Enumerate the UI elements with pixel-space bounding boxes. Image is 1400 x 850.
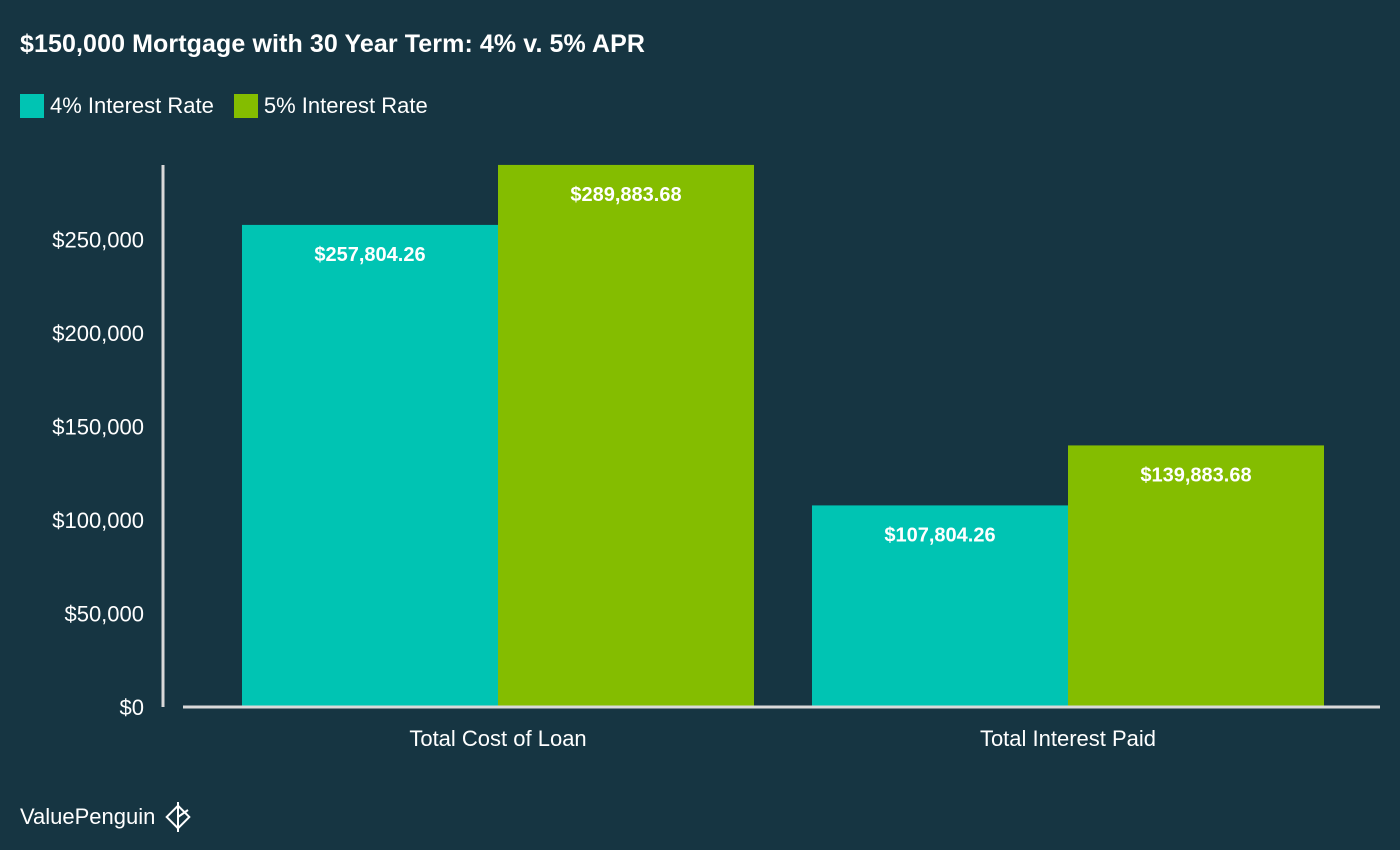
legend: 4% Interest Rate 5% Interest Rate bbox=[20, 93, 448, 119]
legend-label-5pct: 5% Interest Rate bbox=[263, 93, 428, 118]
y-tick-label: $150,000 bbox=[52, 415, 144, 440]
bar-5pct-1 bbox=[1068, 445, 1324, 707]
brand: ValuePenguin bbox=[20, 800, 195, 834]
penguin-logo-icon bbox=[165, 802, 192, 832]
bar-data-label: $257,804.26 bbox=[314, 244, 425, 266]
y-tick-label: $250,000 bbox=[52, 228, 144, 253]
legend-swatch-4pct bbox=[20, 94, 44, 118]
legend-swatch-5pct bbox=[233, 94, 258, 118]
legend-item-5pct: 5% Interest Rate bbox=[233, 93, 428, 119]
y-tick-label: $200,000 bbox=[52, 321, 144, 346]
y-tick-label: $0 bbox=[120, 695, 144, 720]
y-tick-label: $100,000 bbox=[52, 508, 144, 533]
bar-4pct-1 bbox=[812, 505, 1068, 707]
legend-label-4pct: 4% Interest Rate bbox=[50, 93, 214, 118]
y-tick-label: $50,000 bbox=[64, 602, 144, 627]
bar-5pct-0 bbox=[498, 164, 754, 708]
x-category-label: Total Interest Paid bbox=[980, 726, 1156, 751]
bar-4pct-0 bbox=[242, 224, 498, 707]
x-category-label: Total Cost of Loan bbox=[409, 726, 586, 751]
bar-data-label: $139,883.68 bbox=[1140, 464, 1251, 486]
bar-data-label: $289,883.68 bbox=[570, 184, 681, 206]
brand-name: ValuePenguin bbox=[20, 804, 156, 829]
chart-title: $150,000 Mortgage with 30 Year Term: 4% … bbox=[20, 30, 646, 58]
bar-data-label: $107,804.26 bbox=[884, 524, 995, 546]
legend-item-4pct: 4% Interest Rate bbox=[20, 93, 214, 119]
